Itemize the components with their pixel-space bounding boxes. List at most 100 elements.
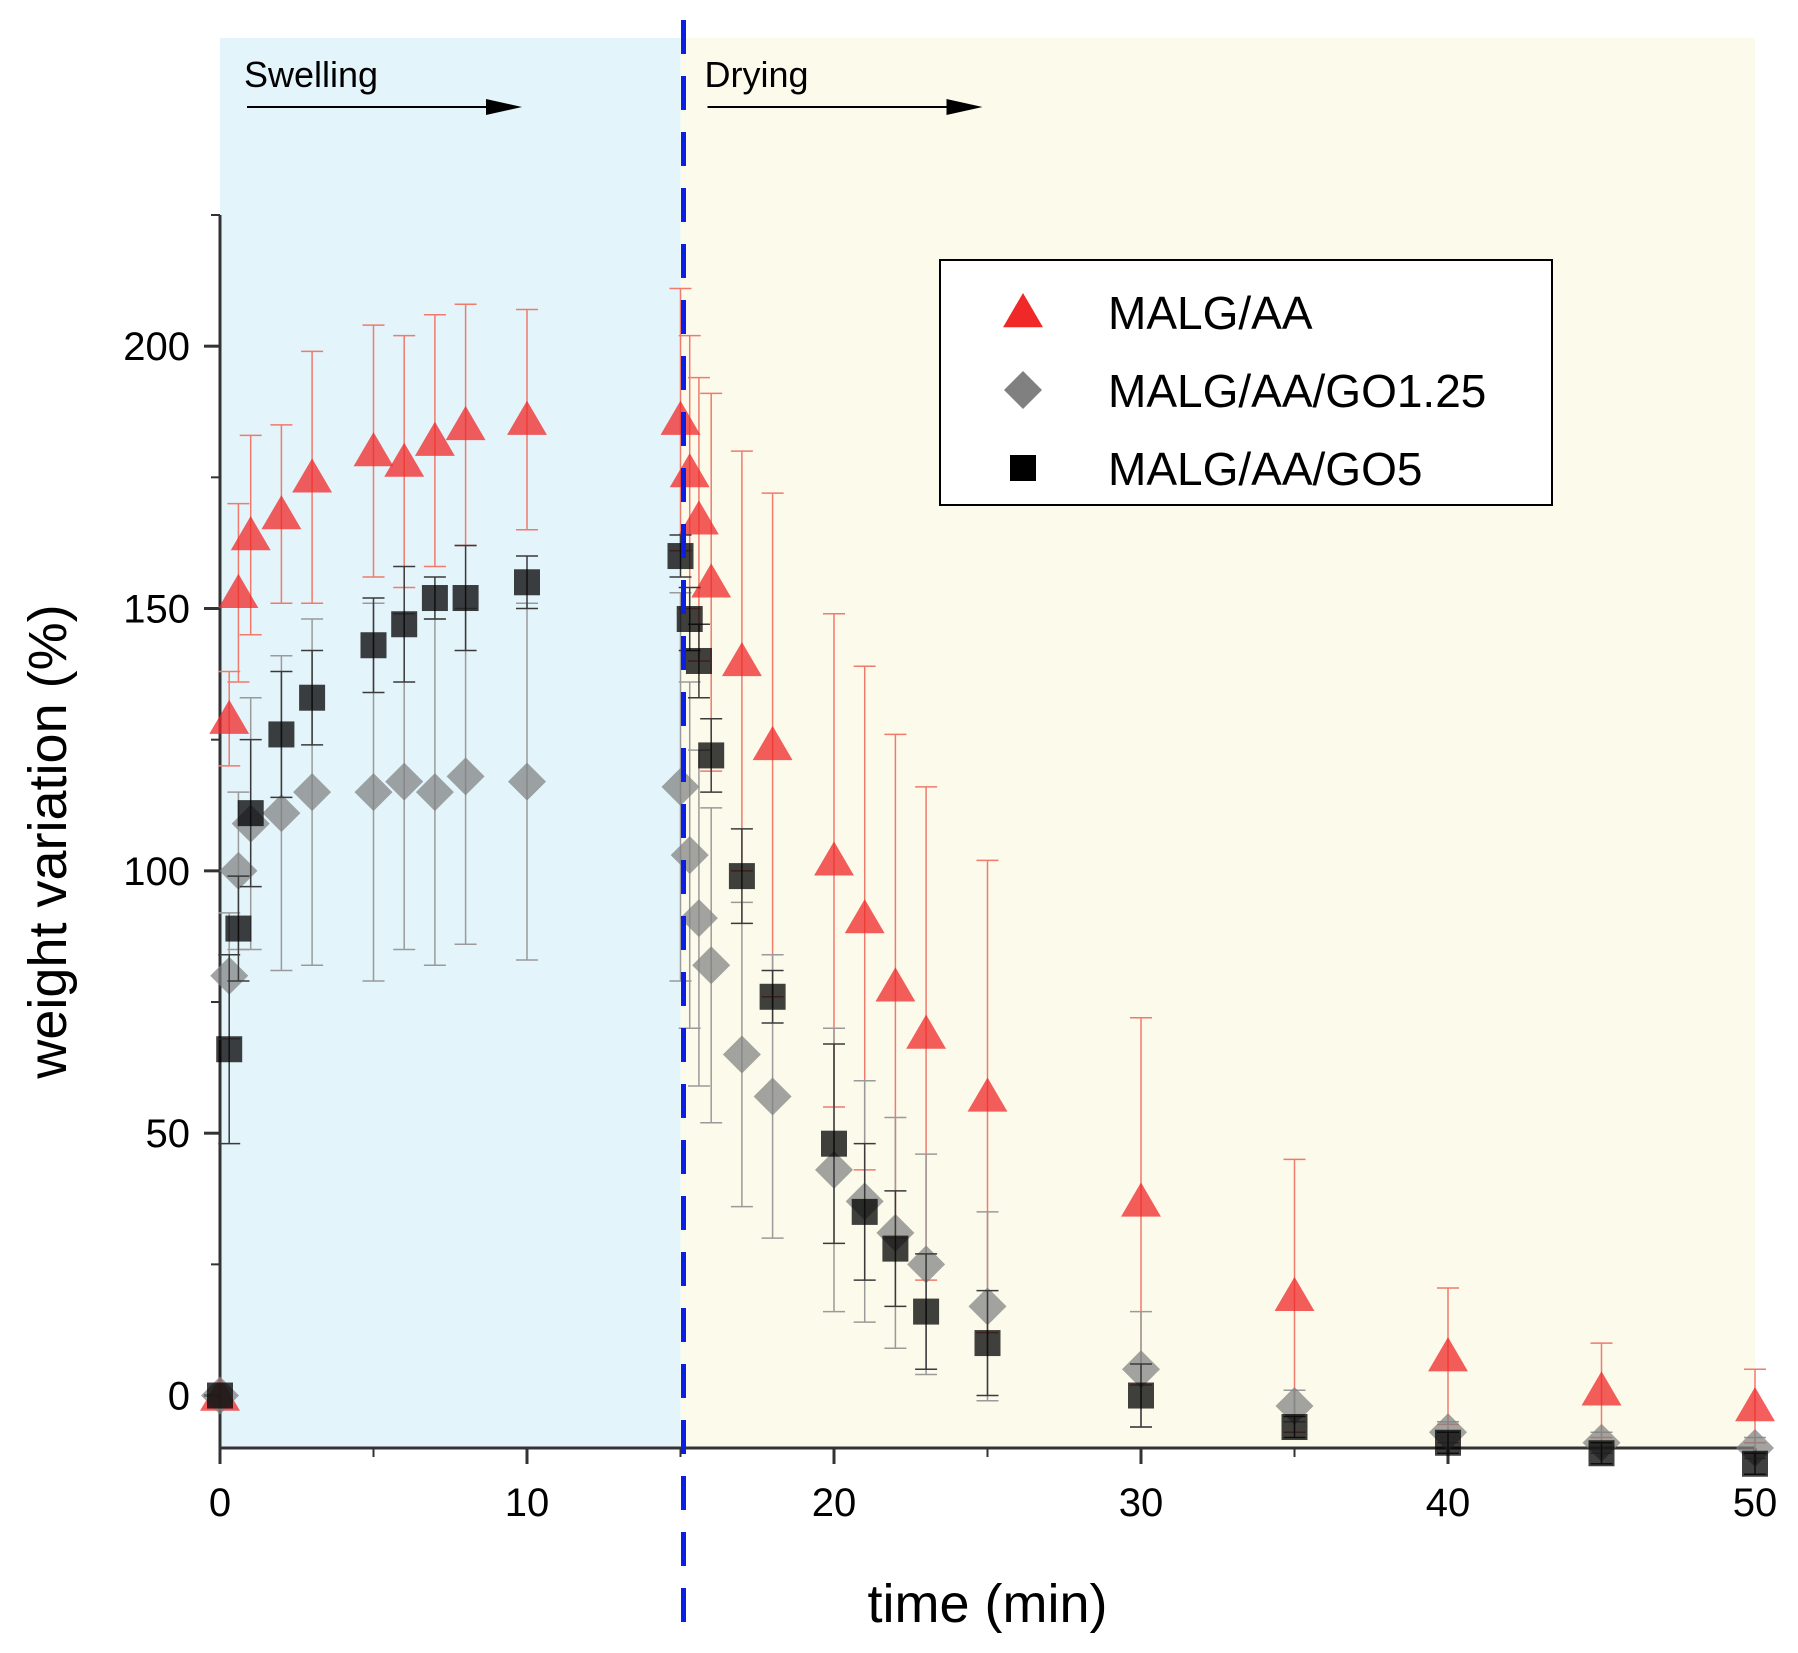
legend-label-malg-aa: MALG/AA: [1108, 287, 1313, 339]
data-point-malg-aa: [261, 495, 302, 530]
x-tick-label: 20: [812, 1481, 857, 1525]
data-point-malg-aa-go1-25: [670, 836, 709, 875]
data-point-malg-aa-go1-25: [385, 762, 424, 801]
y-tick-label: 150: [123, 588, 190, 632]
data-point-malg-aa-go5: [1588, 1440, 1615, 1467]
data-point-malg-aa-go1-25: [679, 899, 718, 938]
data-point-malg-aa-go1-25: [354, 773, 393, 812]
data-point-malg-aa-go1-25: [293, 773, 332, 812]
data-point-malg-aa: [507, 400, 547, 435]
data-point-malg-aa-go1-25: [415, 773, 454, 812]
data-point-malg-aa-go5: [1742, 1450, 1768, 1477]
legend-marker-malg-aa-go1-25: [1004, 371, 1042, 409]
data-point-malg-aa-go5: [759, 983, 786, 1010]
data-point-malg-aa: [721, 641, 762, 677]
data-point-malg-aa: [209, 699, 250, 734]
data-point-malg-aa: [814, 841, 854, 876]
y-tick-label: 50: [146, 1112, 191, 1156]
x-tick-label: 30: [1119, 1481, 1164, 1525]
x-axis-ticks: 0 10 20 30 40 50: [209, 1448, 1777, 1525]
data-point-malg-aa: [353, 432, 394, 467]
y-tick-label: 0: [168, 1375, 190, 1419]
data-point-malg-aa-go5: [268, 721, 295, 748]
y-tick-label: 200: [123, 325, 190, 369]
data-point-malg-aa: [218, 573, 259, 608]
data-point-malg-aa: [1274, 1276, 1315, 1312]
region-swelling: [220, 38, 681, 1448]
region-arrowhead-swelling: [486, 99, 522, 115]
data-point-malg-aa: [906, 1014, 947, 1049]
data-point-malg-aa-go5: [1281, 1414, 1308, 1441]
x-tick-label: 0: [209, 1481, 231, 1525]
data-point-malg-aa: [1735, 1387, 1775, 1422]
data-point-malg-aa-go1-25: [661, 767, 700, 806]
data-point-malg-aa-go5: [421, 585, 448, 612]
data-point-malg-aa-go5: [360, 632, 387, 659]
data-point-malg-aa-go1-25: [508, 762, 546, 801]
y-tick-label: 100: [123, 850, 190, 894]
x-axis-title: time (min): [868, 1574, 1108, 1634]
region-label-swelling: Swelling: [244, 54, 378, 95]
data-point-malg-aa-go5: [1435, 1429, 1461, 1456]
legend-marker-malg-aa-go5: [1010, 455, 1036, 481]
data-point-malg-aa-go1-25: [262, 794, 301, 833]
data-point-malg-aa-go5: [974, 1330, 1001, 1357]
data-point-malg-aa-go5: [1128, 1382, 1154, 1409]
points-malg-aa: [200, 400, 1775, 1422]
data-point-malg-aa: [678, 500, 719, 535]
data-point-malg-aa-go5: [728, 863, 755, 890]
data-point-malg-aa-go5: [299, 684, 326, 711]
data-point-malg-aa: [967, 1077, 1008, 1112]
region-labels: Swelling Drying: [244, 54, 983, 115]
points-malg-aa-go5: [207, 543, 1768, 1477]
y-axis-ticks: 0 50 100 150 200: [123, 214, 220, 1419]
data-point-malg-aa: [292, 458, 333, 493]
data-point-malg-aa: [1428, 1337, 1468, 1372]
region-arrowhead-drying: [946, 99, 983, 115]
x-tick-label: 50: [1733, 1481, 1778, 1525]
data-point-malg-aa-go5: [882, 1235, 909, 1262]
data-point-malg-aa-go1-25: [446, 757, 485, 796]
legend-label-malg-aa-go5: MALG/AA/GO5: [1108, 443, 1422, 495]
data-point-malg-aa-go5: [667, 543, 694, 570]
series-layer: [200, 287, 1775, 1477]
data-point-malg-aa-go1-25: [753, 1077, 792, 1116]
data-point-malg-aa: [691, 563, 732, 598]
data-point-malg-aa-go1-25: [219, 851, 258, 890]
data-point-malg-aa: [1581, 1371, 1622, 1406]
data-point-malg-aa: [669, 453, 710, 488]
data-point-malg-aa-go5: [514, 569, 540, 596]
legend-marker-malg-aa: [1003, 293, 1043, 328]
x-tick-label: 10: [505, 1481, 550, 1525]
data-point-malg-aa-go5: [237, 800, 264, 827]
legend-box: [939, 259, 1553, 506]
legend: MALG/AA MALG/AA/GO1.25 MALG/AA/GO5: [939, 259, 1553, 506]
data-point-malg-aa-go5: [913, 1298, 940, 1325]
data-point-malg-aa-go1-25: [692, 946, 731, 985]
data-point-malg-aa-go1-25: [722, 1035, 761, 1074]
data-point-malg-aa-go5: [391, 611, 418, 638]
data-point-malg-aa: [445, 405, 486, 441]
region-label-drying: Drying: [705, 54, 809, 95]
data-point-malg-aa: [414, 421, 455, 456]
data-point-malg-aa-go5: [676, 606, 703, 633]
series-malg-aa-go5: [207, 534, 1768, 1477]
data-point-malg-aa-go5: [821, 1130, 847, 1157]
series-malg-aa: [200, 287, 1775, 1444]
data-point-malg-aa: [660, 400, 701, 435]
x-tick-label: 40: [1426, 1481, 1471, 1525]
data-point-malg-aa-go5: [225, 915, 252, 942]
data-point-malg-aa-go5: [851, 1198, 878, 1225]
data-point-malg-aa: [384, 442, 425, 477]
data-point-malg-aa-go5: [216, 1036, 243, 1063]
data-point-malg-aa: [1121, 1182, 1161, 1217]
region-drying: [680, 38, 1755, 1448]
data-point-malg-aa-go5: [207, 1382, 233, 1409]
legend-label-malg-aa-go1-25: MALG/AA/GO1.25: [1108, 365, 1486, 417]
data-point-malg-aa-go5: [452, 585, 479, 612]
data-point-malg-aa: [230, 516, 271, 551]
data-point-malg-aa: [844, 899, 885, 934]
data-point-malg-aa: [875, 967, 916, 1002]
data-point-malg-aa-go5: [698, 742, 725, 769]
